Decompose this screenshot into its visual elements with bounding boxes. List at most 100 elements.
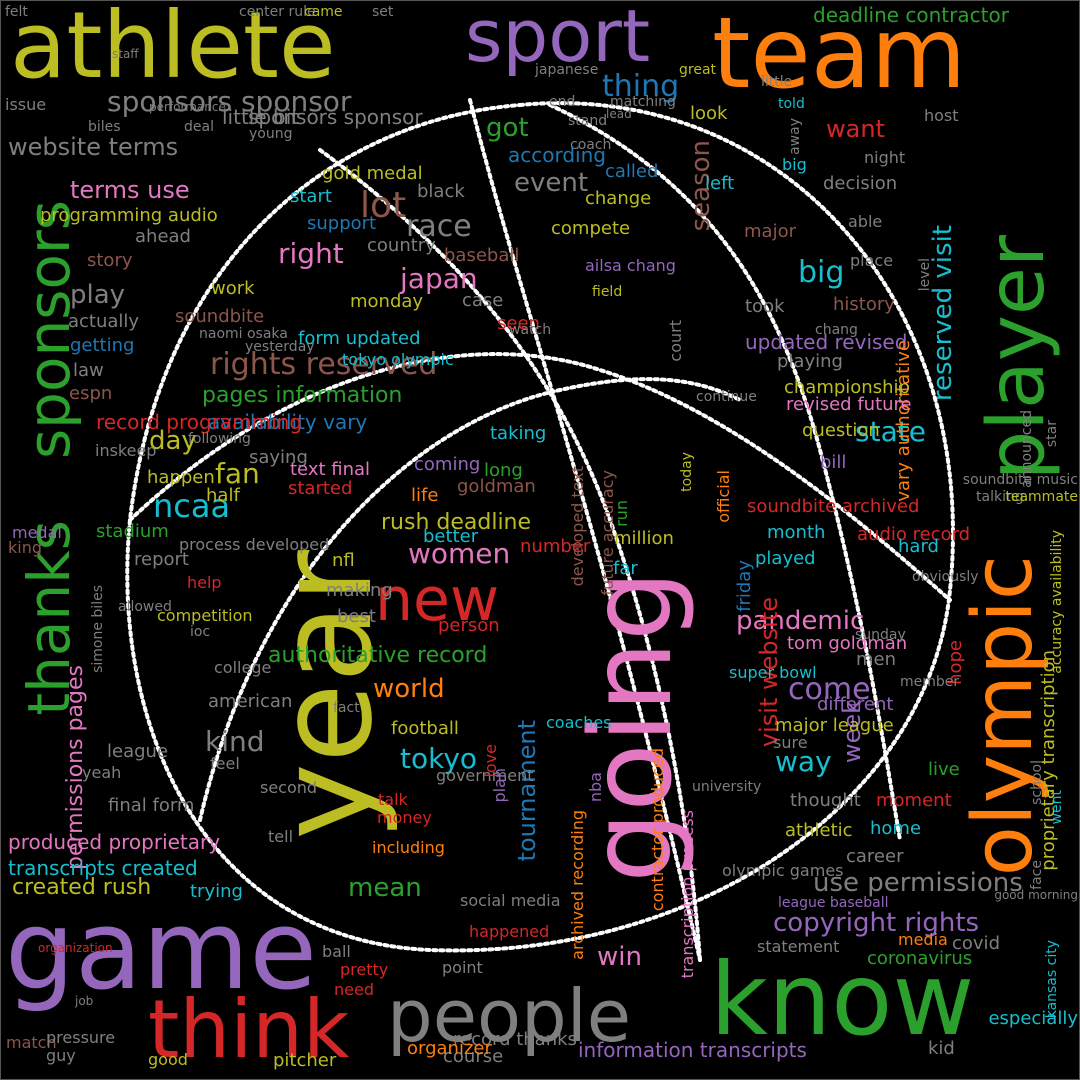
- cloud-word: course: [443, 1046, 504, 1067]
- cloud-word: produced proprietary: [8, 830, 221, 854]
- cloud-word: record thanks: [453, 1029, 577, 1050]
- cloud-word: away: [787, 118, 803, 155]
- cloud-word: japanese: [535, 62, 599, 78]
- cloud-word: goldman: [457, 476, 536, 497]
- cloud-word: seen: [497, 313, 540, 334]
- cloud-word: baseball: [444, 245, 520, 266]
- cloud-word: pretty: [340, 960, 389, 979]
- cloud-word: today: [679, 452, 695, 492]
- cloud-word: issue: [5, 95, 47, 114]
- cloud-word: happened: [469, 922, 550, 941]
- cloud-word: talk: [378, 790, 408, 809]
- cloud-word: change: [585, 188, 652, 209]
- cloud-word: coach: [570, 137, 612, 153]
- cloud-word: tom goldman: [787, 633, 908, 654]
- cloud-word: medal: [12, 523, 62, 542]
- cloud-word: right: [278, 237, 344, 270]
- cloud-word: taking: [490, 423, 547, 444]
- cloud-word: come: [788, 672, 871, 707]
- cloud-word: got: [486, 113, 529, 143]
- cloud-word: win: [597, 942, 642, 972]
- cloud-word: bill: [820, 452, 847, 473]
- cloud-word: programming audio: [40, 205, 218, 226]
- cloud-word: mean: [348, 873, 422, 903]
- cloud-word: host: [924, 106, 959, 125]
- cloud-word: little bit: [222, 105, 300, 129]
- cloud-word: championship: [784, 377, 910, 398]
- cloud-word: school: [1029, 760, 1045, 805]
- cloud-word: naomi osaka: [199, 326, 288, 342]
- cloud-word: went: [1049, 790, 1065, 825]
- cloud-word: revised future: [786, 394, 912, 415]
- cloud-word: playing: [777, 351, 843, 372]
- cloud-word: allowed: [118, 599, 172, 615]
- cloud-word: coronavirus: [867, 948, 973, 969]
- cloud-word: game: [5, 886, 318, 1014]
- cloud-word: play: [70, 280, 126, 310]
- cloud-word: vary authoritative: [893, 340, 914, 502]
- cloud-word: soundbite: [175, 306, 265, 327]
- cloud-word: developed text: [568, 466, 587, 587]
- cloud-word: million: [614, 528, 674, 549]
- cloud-word: happen: [147, 467, 215, 488]
- cloud-word: lead: [606, 107, 632, 121]
- cloud-word: field: [592, 284, 623, 300]
- cloud-word: pitcher: [273, 1050, 337, 1071]
- cloud-word: better: [423, 526, 479, 547]
- cloud-word: actually: [68, 311, 140, 332]
- cloud-word: ball: [322, 942, 351, 961]
- cloud-word: competition: [157, 606, 253, 625]
- cloud-word: point: [442, 958, 483, 977]
- cloud-word: story: [87, 250, 133, 271]
- cloud-word: deadline contractor: [813, 3, 1009, 27]
- cloud-word: started: [288, 478, 353, 499]
- cloud-word: compete: [551, 218, 631, 239]
- cloud-word: look: [690, 103, 728, 124]
- cloud-word: tell: [268, 827, 294, 846]
- cloud-word: court: [666, 320, 685, 362]
- cloud-word: set: [372, 4, 394, 20]
- cloud-word: use permissions: [813, 868, 1023, 898]
- cloud-word: lot: [360, 185, 407, 226]
- cloud-word: law: [73, 360, 104, 381]
- cloud-word: especially: [988, 1008, 1078, 1029]
- cloud-word: coaches: [546, 713, 612, 732]
- cloud-word: accuracy availability: [1049, 530, 1065, 674]
- cloud-word: super bowl: [729, 663, 817, 682]
- cloud-word: little: [761, 74, 793, 90]
- cloud-word: best: [337, 606, 376, 627]
- cloud-word: level: [917, 258, 933, 292]
- cloud-word: organization: [38, 941, 113, 955]
- cloud-word: reserved visit: [928, 225, 958, 402]
- cloud-word: making: [326, 580, 393, 601]
- cloud-word: kansas city: [1044, 940, 1060, 1019]
- cloud-word: ncaa: [153, 487, 231, 525]
- cloud-word: ioc: [190, 624, 211, 640]
- cloud-word: terms use: [70, 176, 190, 204]
- cloud-word: pandemic: [736, 606, 865, 636]
- cloud-word: called: [605, 161, 659, 182]
- cloud-word: live: [928, 759, 960, 780]
- cloud-word: job: [75, 994, 94, 1008]
- cloud-word: told: [778, 96, 805, 112]
- cloud-word: tournament: [513, 720, 541, 862]
- cloud-word: tokyo olympic: [342, 350, 454, 369]
- cloud-word: report: [134, 549, 189, 570]
- cloud-word: olympic games: [722, 861, 844, 880]
- cloud-word: new: [375, 565, 500, 635]
- cloud-word: college: [214, 658, 272, 677]
- cloud-word: teammate: [1005, 489, 1078, 505]
- cloud-word: sure: [773, 733, 808, 752]
- cloud-word: government: [436, 766, 534, 785]
- cloud-word: sunday: [855, 627, 906, 643]
- cloud-word: obviously: [912, 569, 979, 585]
- cloud-word: fan: [215, 457, 260, 490]
- cloud-word: final form: [108, 795, 195, 816]
- cloud-word: biles: [88, 119, 121, 135]
- cloud-word: person: [438, 615, 500, 636]
- cloud-word: athletic: [785, 820, 853, 841]
- cloud-word: university: [692, 779, 762, 795]
- cloud-word: came: [304, 4, 343, 20]
- cloud-word: chang: [815, 322, 858, 338]
- cloud-word: watch: [509, 322, 552, 338]
